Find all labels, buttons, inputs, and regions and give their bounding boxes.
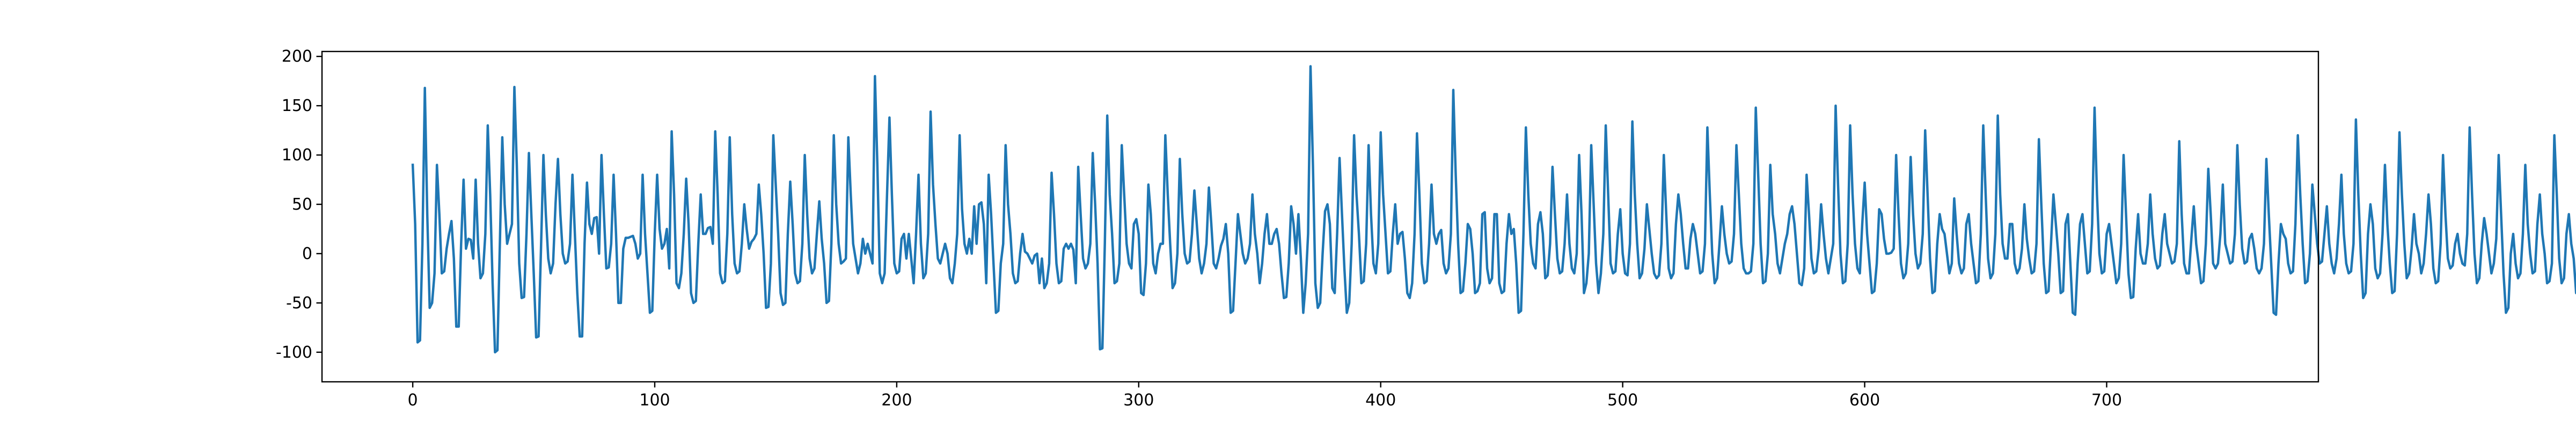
x-tick-label: 700 (2091, 391, 2122, 410)
x-tick-label: 400 (1365, 391, 1396, 410)
y-tick-label: 0 (302, 245, 312, 263)
plot-area (322, 51, 2318, 382)
plot-frame (321, 50, 2319, 383)
y-axis: -100 -50 0 50 100 150 200 (276, 47, 322, 362)
x-tick-label: 300 (1123, 391, 1154, 410)
series-line (411, 65, 2576, 354)
y-tick-label: 50 (292, 195, 312, 214)
y-tick-label: -50 (286, 294, 312, 313)
x-tick-label: 200 (881, 391, 912, 410)
y-tick-label: 150 (282, 97, 312, 115)
x-axis: 0 100 200 300 400 500 600 700 (408, 382, 2122, 410)
y-tick-label: 100 (282, 146, 312, 165)
x-tick-label: 0 (408, 391, 418, 410)
y-tick-label: 200 (282, 47, 312, 66)
y-tick-label: -100 (276, 343, 312, 362)
x-tick-label: 600 (1849, 391, 1880, 410)
x-tick-label: 100 (639, 391, 670, 410)
x-tick-label: 500 (1607, 391, 1638, 410)
